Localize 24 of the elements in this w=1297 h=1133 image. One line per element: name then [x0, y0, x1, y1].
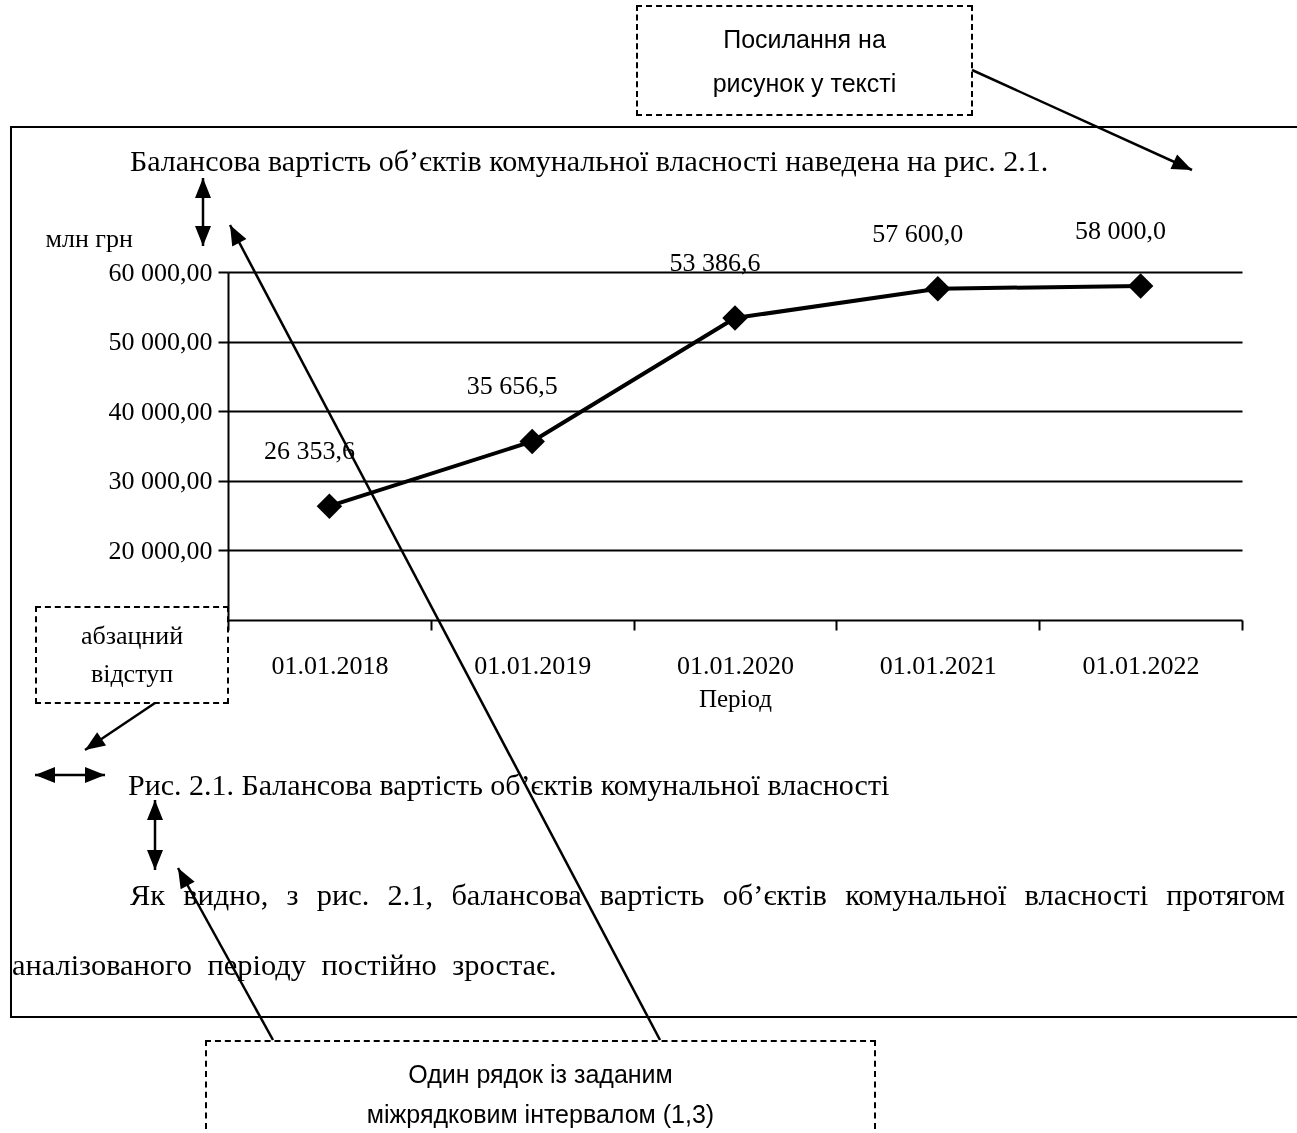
x-axis-title: Період [698, 684, 773, 712]
point [316, 493, 343, 519]
y-tick-label: 20 000,00 [108, 535, 213, 565]
data-label: 57 600,0 [872, 218, 964, 248]
data-label: 35 656,5 [466, 371, 558, 401]
point [722, 305, 748, 331]
x-tick-label: 01.01.2021 [879, 650, 997, 680]
x-tick-label: 01.01.2022 [1082, 650, 1200, 680]
data-label: 58 000,0 [1075, 215, 1167, 245]
x-tick-label: 01.01.2019 [474, 650, 592, 680]
y-tick-label: 30 000,00 [108, 466, 213, 496]
y-axis-title: млн грн [45, 223, 134, 253]
y-tick-label: 60 000,00 [108, 257, 213, 287]
data-label: 53 386,6 [669, 248, 761, 278]
y-tick-label: 50 000,00 [108, 327, 213, 357]
x-tick-label: 01.01.2018 [271, 650, 389, 680]
y-tick-label: 40 000,00 [108, 396, 213, 426]
dashed-callout-box: абзацний відступ [35, 606, 229, 704]
x-tick-label: 01.01.2020 [677, 650, 794, 680]
point [1127, 273, 1154, 299]
point [925, 275, 951, 302]
dashed-callout-box: Посилання на рисунок у тексті [636, 5, 973, 116]
point [519, 428, 545, 455]
text: Балансова вартість об’єктів комунальної власності наведена на рис. 2.1. [130, 144, 1049, 178]
